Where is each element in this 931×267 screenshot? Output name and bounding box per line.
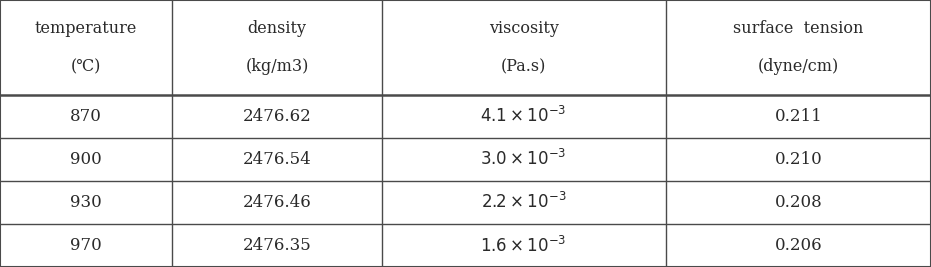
Text: 2476.35: 2476.35 (243, 237, 311, 254)
Text: 900: 900 (70, 151, 102, 168)
Text: 0.210: 0.210 (775, 151, 822, 168)
Text: 970: 970 (70, 237, 102, 254)
Text: density: density (248, 20, 306, 37)
Text: viscosity: viscosity (489, 20, 559, 37)
Text: 0.206: 0.206 (775, 237, 822, 254)
Text: (dyne/cm): (dyne/cm) (758, 58, 839, 75)
Text: $2.2\times10^{-3}$: $2.2\times10^{-3}$ (481, 192, 566, 213)
Text: 2476.62: 2476.62 (243, 108, 311, 125)
Text: (kg/m3): (kg/m3) (245, 58, 309, 75)
Text: 2476.46: 2476.46 (243, 194, 311, 211)
Text: 0.211: 0.211 (775, 108, 822, 125)
Text: (Pa.s): (Pa.s) (501, 58, 546, 75)
Text: 0.208: 0.208 (775, 194, 822, 211)
Text: surface  tension: surface tension (733, 20, 864, 37)
Text: (℃): (℃) (71, 58, 101, 75)
Text: 2476.54: 2476.54 (243, 151, 311, 168)
Text: 870: 870 (70, 108, 102, 125)
Text: temperature: temperature (35, 20, 137, 37)
Text: 930: 930 (70, 194, 102, 211)
Text: $1.6\times10^{-3}$: $1.6\times10^{-3}$ (480, 235, 567, 256)
Text: $3.0\times10^{-3}$: $3.0\times10^{-3}$ (480, 149, 567, 170)
Text: $4.1\times10^{-3}$: $4.1\times10^{-3}$ (480, 106, 567, 126)
